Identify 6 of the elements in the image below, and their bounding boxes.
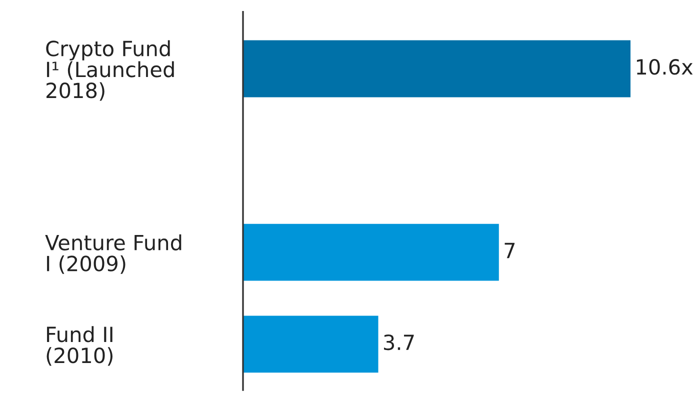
data-label: 3.7	[384, 334, 414, 350]
y-tick-label: Venture Fund I (2009)	[45, 234, 182, 274]
data-label: 7	[504, 242, 515, 258]
y-tick-label: Fund II (2010)	[46, 326, 112, 366]
data-label: 10.6x	[636, 59, 693, 75]
y-tick-label: Crypto Fund I¹ (Launched 2018)	[46, 40, 174, 101]
